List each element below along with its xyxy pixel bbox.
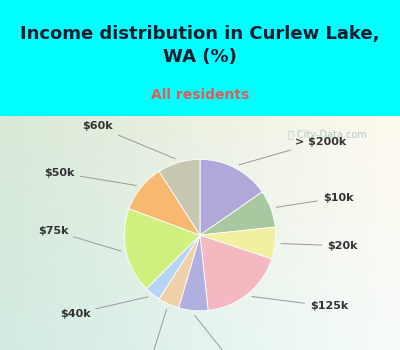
Wedge shape — [200, 192, 275, 235]
Wedge shape — [129, 172, 200, 235]
Wedge shape — [159, 235, 200, 308]
Text: $40k: $40k — [60, 297, 148, 319]
Text: $125k: $125k — [252, 296, 348, 312]
Wedge shape — [200, 227, 276, 259]
Wedge shape — [146, 235, 200, 299]
Text: $20k: $20k — [281, 241, 358, 251]
Wedge shape — [200, 159, 262, 235]
Text: $75k: $75k — [38, 226, 121, 251]
Wedge shape — [179, 235, 208, 311]
Text: All residents: All residents — [151, 88, 249, 102]
Text: $200k: $200k — [132, 309, 170, 350]
Wedge shape — [200, 235, 272, 310]
Text: ⓘ City-Data.com: ⓘ City-Data.com — [288, 130, 367, 140]
Text: > $200k: > $200k — [239, 136, 346, 165]
Text: $30k: $30k — [195, 315, 251, 350]
Text: $60k: $60k — [82, 121, 175, 159]
Text: Income distribution in Curlew Lake,
WA (%): Income distribution in Curlew Lake, WA (… — [20, 26, 380, 65]
Wedge shape — [124, 209, 200, 289]
Wedge shape — [159, 159, 200, 235]
Text: $10k: $10k — [276, 193, 353, 207]
Text: $50k: $50k — [44, 168, 136, 186]
